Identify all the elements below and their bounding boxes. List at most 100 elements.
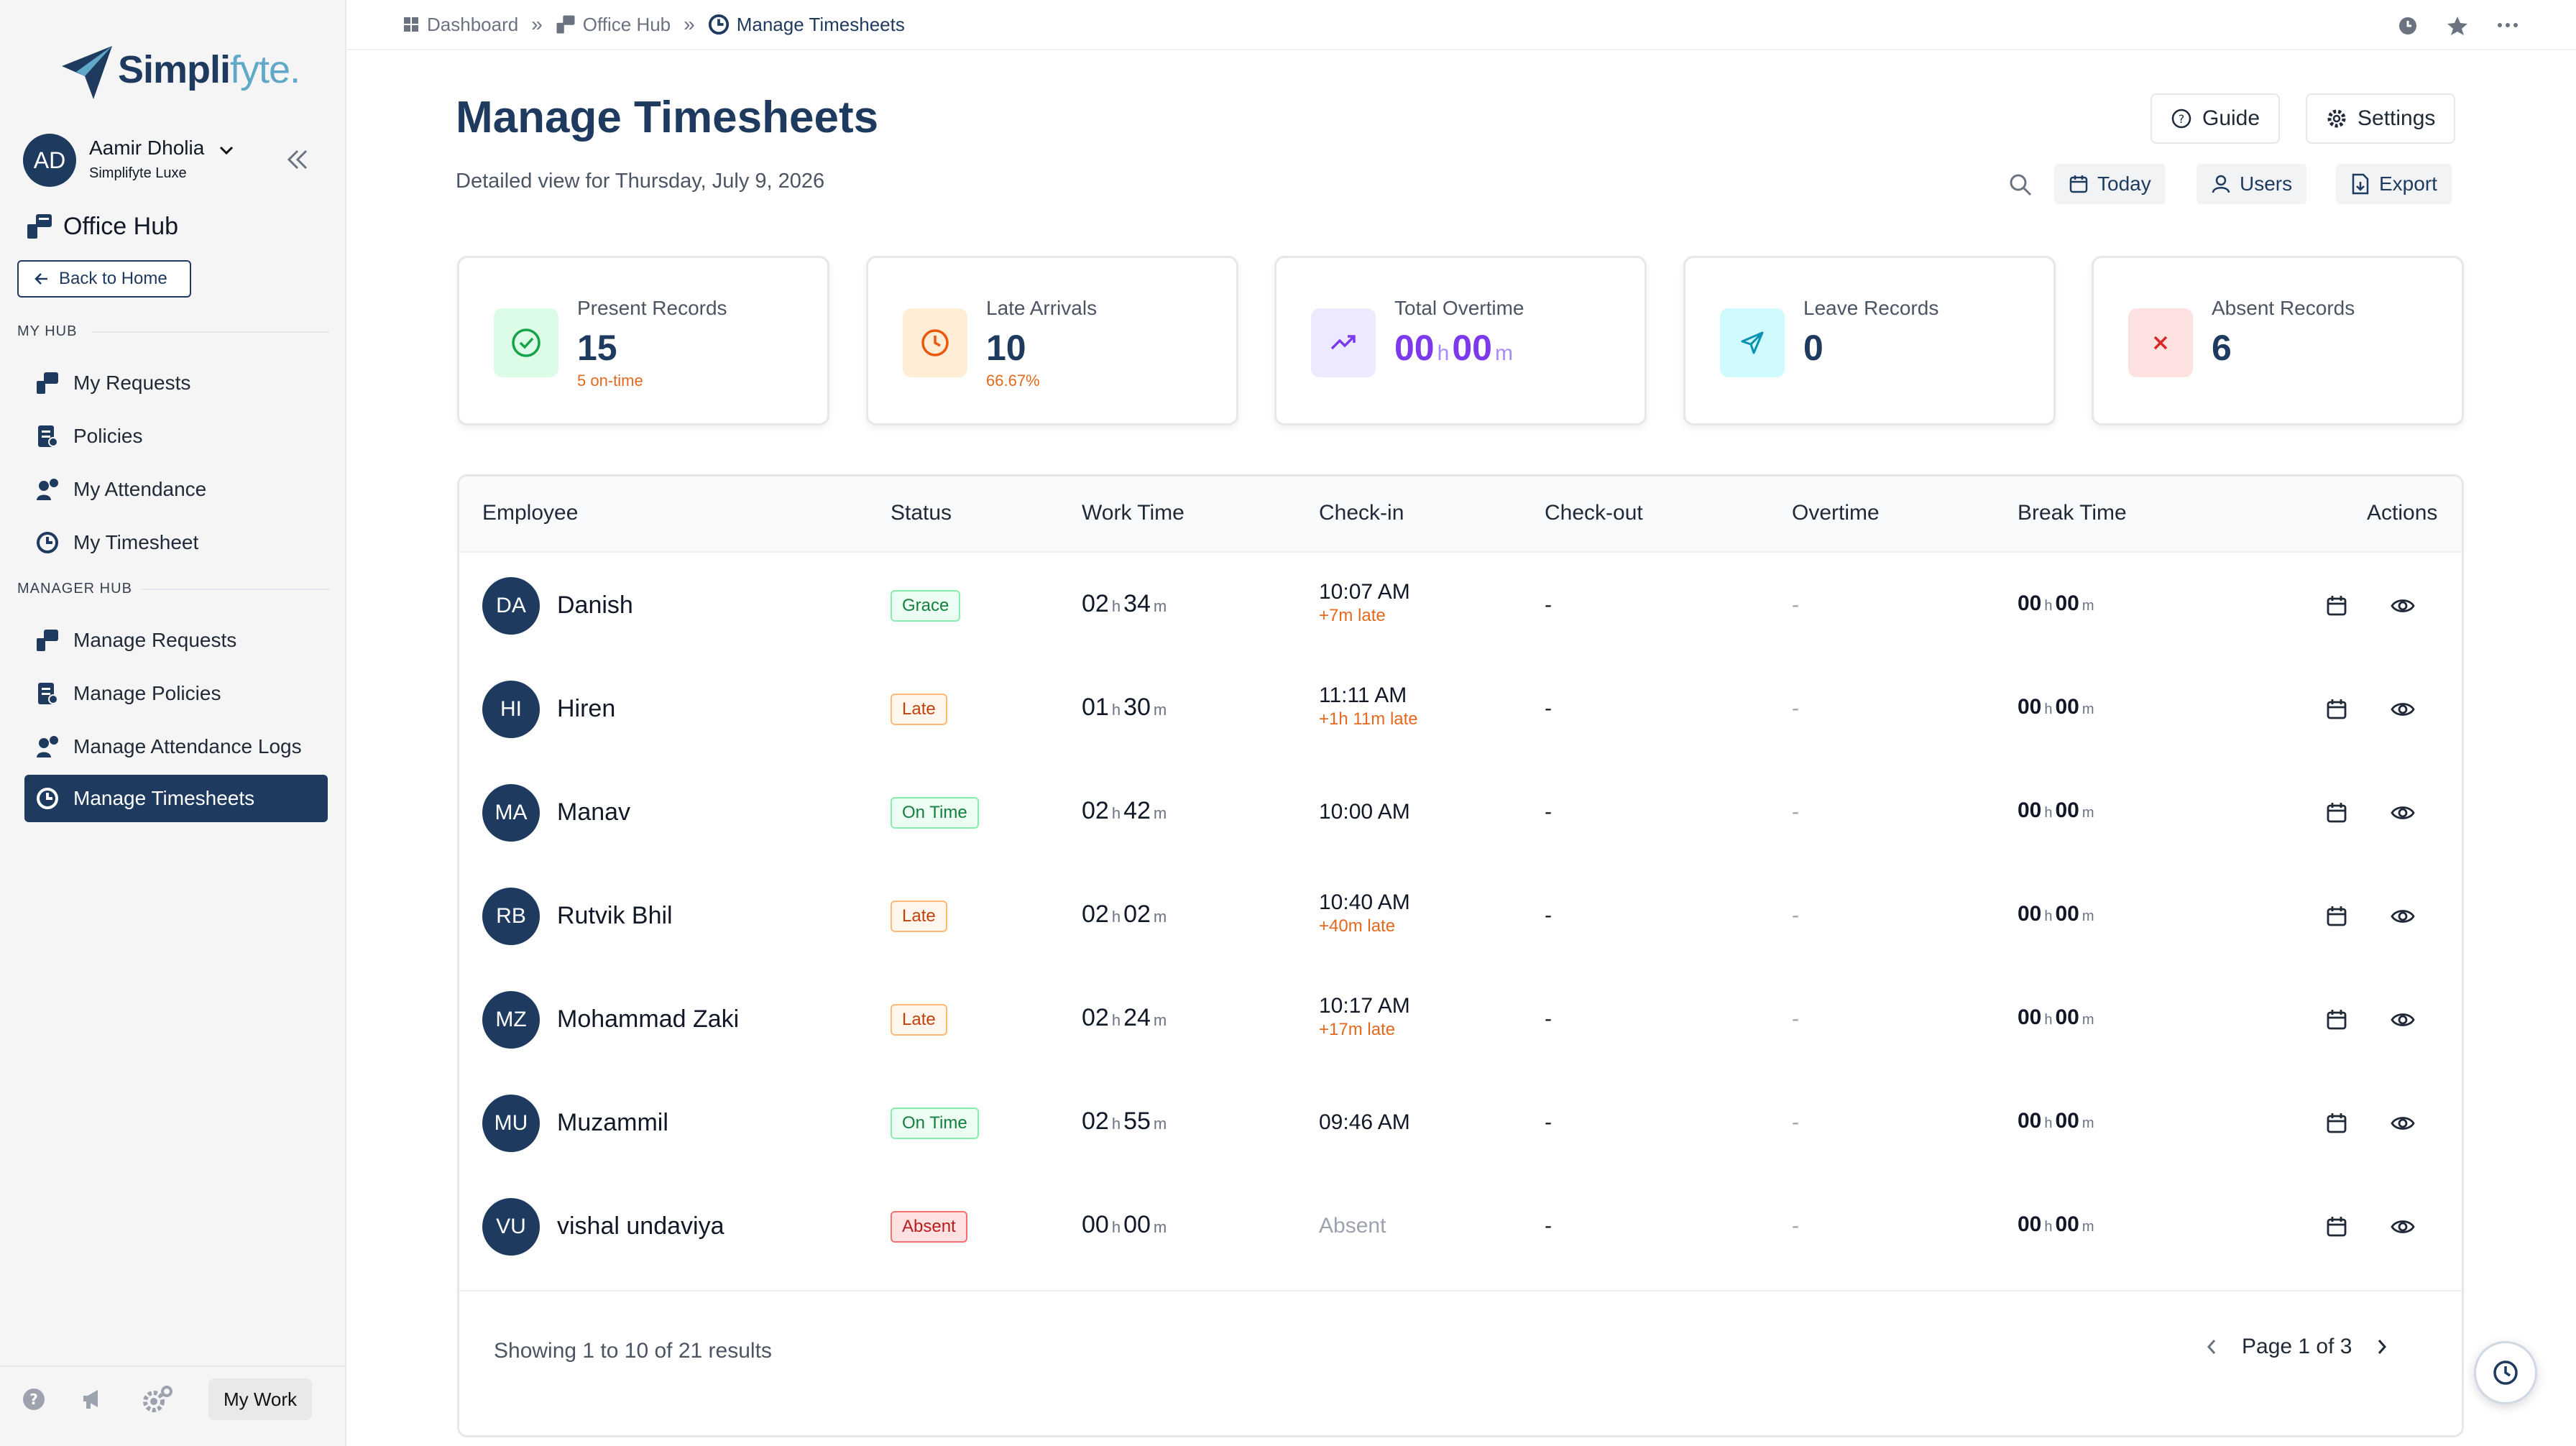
avatar[interactable]: AD bbox=[23, 134, 76, 187]
eye-icon[interactable] bbox=[2388, 798, 2417, 827]
users-button[interactable]: Users bbox=[2196, 164, 2307, 204]
check-in: 10:07 AM +7m late bbox=[1319, 580, 1410, 625]
column-header[interactable]: Check-out bbox=[1545, 501, 1643, 525]
employee-name[interactable]: Manav bbox=[557, 798, 631, 826]
manager-hub-label: MANAGER HUB bbox=[17, 581, 132, 597]
eye-icon[interactable] bbox=[2388, 591, 2417, 620]
clock-fab-button[interactable] bbox=[2474, 1341, 2537, 1404]
check-in: 11:11 AM +1h 11m late bbox=[1319, 683, 1418, 729]
column-header[interactable]: Employee bbox=[482, 501, 579, 525]
check-in: 10:40 AM +40m late bbox=[1319, 890, 1410, 936]
sidebar-item-manage-policies[interactable]: Manage Policies bbox=[24, 670, 328, 717]
breadcrumb-separator-icon: » bbox=[531, 13, 543, 35]
megaphone-icon[interactable] bbox=[79, 1386, 105, 1412]
column-header[interactable]: Overtime bbox=[1792, 501, 1880, 525]
table-row[interactable]: MZ Mohammad Zaki Late 02 h 24 m 10:17 AM +17m la… bbox=[459, 968, 2462, 1072]
table-row[interactable]: HI Hiren Late 01 h 30 m 11:11 AM +1h 11m late - - 0… bbox=[459, 658, 2462, 761]
late-indicator: +17m late bbox=[1319, 1020, 1396, 1039]
breadcrumb-manage-timesheets[interactable]: Manage Timesheets bbox=[708, 14, 905, 36]
attendance-icon bbox=[34, 734, 60, 760]
eye-icon[interactable] bbox=[2388, 1109, 2417, 1138]
breadcrumb-label: Dashboard bbox=[427, 13, 519, 35]
history-icon[interactable] bbox=[2398, 16, 2418, 36]
calendar-icon[interactable] bbox=[2322, 695, 2351, 724]
sidebar-item-manage-attendance-logs[interactable]: Manage Attendance Logs bbox=[24, 723, 328, 770]
overtime: - bbox=[1792, 1110, 1799, 1134]
user-icon bbox=[2212, 175, 2230, 193]
eye-icon[interactable] bbox=[2388, 695, 2417, 724]
export-button[interactable]: Export bbox=[2336, 164, 2452, 204]
avatar: VU bbox=[482, 1198, 540, 1256]
calendar-icon[interactable] bbox=[2322, 1212, 2351, 1241]
table-row[interactable]: MA Manav On Time 02 h 42 m 10:00 AM - - 00 h 00 m bbox=[459, 761, 2462, 865]
guide-button[interactable]: ? Guide bbox=[2150, 93, 2281, 144]
attendance-icon bbox=[34, 476, 60, 502]
employee-name[interactable]: Danish bbox=[557, 591, 633, 619]
sidebar-item-label: Policies bbox=[73, 425, 143, 447]
export-label: Export bbox=[2379, 172, 2437, 195]
table-row[interactable]: VU vishal undaviya Absent 00 h 00 m Absent - - 00 h… bbox=[459, 1175, 2462, 1279]
stat-card-present: Present Records 15 5 on-time bbox=[457, 256, 829, 425]
gear-icon[interactable] bbox=[141, 1384, 174, 1414]
break-time: 00 h 00 m bbox=[2018, 1005, 2094, 1029]
results-count: Showing 1 to 10 of 21 results bbox=[494, 1339, 772, 1363]
sidebar-item-my-requests[interactable]: My Requests bbox=[24, 359, 328, 407]
calendar-icon[interactable] bbox=[2322, 591, 2351, 620]
collapse-sidebar-icon[interactable] bbox=[282, 145, 313, 174]
employee-name[interactable]: Mohammad Zaki bbox=[557, 1005, 740, 1033]
table-row[interactable]: RB Rutvik Bhil Late 02 h 02 m 10:40 AM +40m late… bbox=[459, 865, 2462, 968]
my-hub-label: MY HUB bbox=[17, 323, 78, 339]
chevron-left-icon[interactable] bbox=[2203, 1337, 2220, 1357]
check-in: 10:17 AM +17m late bbox=[1319, 994, 1410, 1039]
calendar-icon[interactable] bbox=[2322, 1005, 2351, 1034]
settings-button[interactable]: Settings bbox=[2306, 93, 2456, 144]
column-header[interactable]: Break Time bbox=[2018, 501, 2127, 525]
check-out: - bbox=[1545, 1007, 1552, 1031]
eye-icon[interactable] bbox=[2388, 902, 2417, 931]
eye-icon[interactable] bbox=[2388, 1005, 2417, 1034]
sidebar-item-manage-timesheets[interactable]: Manage Timesheets bbox=[24, 775, 328, 822]
sidebar-item-my-attendance[interactable]: My Attendance bbox=[24, 466, 328, 513]
sidebar-item-label: Manage Timesheets bbox=[73, 787, 255, 809]
status-badge: Grace bbox=[891, 590, 961, 622]
sidebar-item-my-timesheet[interactable]: My Timesheet bbox=[24, 519, 328, 566]
stat-value: 0 bbox=[1803, 328, 1823, 368]
chevron-down-icon[interactable] bbox=[216, 139, 237, 161]
column-header[interactable]: Check-in bbox=[1319, 501, 1404, 525]
breadcrumb-dashboard[interactable]: Dashboard bbox=[402, 14, 518, 36]
avatar: MA bbox=[482, 784, 540, 842]
eye-icon[interactable] bbox=[2388, 1212, 2417, 1241]
overtime: - bbox=[1792, 800, 1799, 824]
column-header[interactable]: Work Time bbox=[1082, 501, 1184, 525]
sidebar-item-manage-requests[interactable]: Manage Requests bbox=[24, 617, 328, 664]
more-options-icon[interactable] bbox=[2497, 22, 2518, 29]
breadcrumb-office-hub[interactable]: Office Hub bbox=[556, 14, 671, 36]
my-work-button[interactable]: My Work bbox=[208, 1378, 312, 1420]
hub-header: Office Hub bbox=[26, 210, 178, 243]
sidebar-item-policies[interactable]: Policies bbox=[24, 413, 328, 460]
check-out: - bbox=[1545, 903, 1552, 927]
stat-card-overtime: Total Overtime 00 h00 m bbox=[1274, 256, 1647, 425]
column-header[interactable]: Status bbox=[891, 501, 952, 525]
calendar-icon[interactable] bbox=[2322, 902, 2351, 931]
employee-name[interactable]: Muzammil bbox=[557, 1109, 668, 1136]
star-icon[interactable] bbox=[2447, 16, 2468, 36]
employee-name[interactable]: Hiren bbox=[557, 695, 616, 722]
user-name[interactable]: Aamir Dholia bbox=[89, 137, 205, 159]
table-row[interactable]: DA Danish Grace 02 h 34 m 10:07 AM +7m late - - 00 h… bbox=[459, 554, 2462, 658]
calendar-icon[interactable] bbox=[2322, 1109, 2351, 1138]
employee-name[interactable]: vishal undaviya bbox=[557, 1212, 724, 1240]
brand-logo[interactable]: Simplifyte. bbox=[60, 45, 300, 106]
check-in: Absent bbox=[1319, 1214, 1386, 1238]
chevron-right-icon[interactable] bbox=[2373, 1337, 2391, 1357]
table-row[interactable]: MU Muzammil On Time 02 h 55 m 09:46 AM - - 00 h 00 m bbox=[459, 1072, 2462, 1175]
employee-name[interactable]: Rutvik Bhil bbox=[557, 902, 673, 929]
calendar-icon[interactable] bbox=[2322, 798, 2351, 827]
today-button[interactable]: Today bbox=[2054, 164, 2166, 204]
help-icon[interactable]: ? bbox=[22, 1387, 46, 1412]
search-icon[interactable] bbox=[2008, 172, 2033, 197]
stat-label: Total Overtime bbox=[1394, 297, 1524, 319]
guide-label: Guide bbox=[2202, 106, 2260, 130]
back-to-home-button[interactable]: Back to Home bbox=[17, 260, 191, 298]
